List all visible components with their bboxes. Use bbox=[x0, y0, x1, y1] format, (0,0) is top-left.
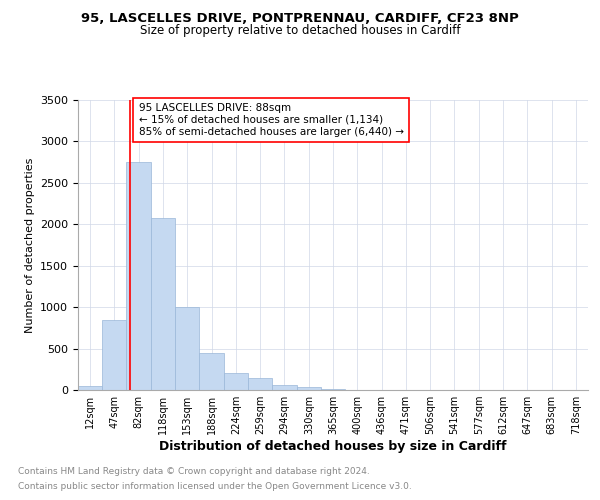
Text: 95 LASCELLES DRIVE: 88sqm
← 15% of detached houses are smaller (1,134)
85% of se: 95 LASCELLES DRIVE: 88sqm ← 15% of detac… bbox=[139, 104, 404, 136]
Text: Contains HM Land Registry data © Crown copyright and database right 2024.: Contains HM Land Registry data © Crown c… bbox=[18, 467, 370, 476]
Y-axis label: Number of detached properties: Number of detached properties bbox=[25, 158, 35, 332]
Bar bbox=[224, 372, 248, 390]
Bar bbox=[102, 320, 126, 390]
Bar bbox=[151, 218, 175, 390]
Text: Contains public sector information licensed under the Open Government Licence v3: Contains public sector information licen… bbox=[18, 482, 412, 491]
Bar bbox=[248, 378, 272, 390]
Bar bbox=[126, 162, 151, 390]
X-axis label: Distribution of detached houses by size in Cardiff: Distribution of detached houses by size … bbox=[159, 440, 507, 453]
Bar bbox=[272, 384, 297, 390]
Bar bbox=[199, 352, 224, 390]
Text: Size of property relative to detached houses in Cardiff: Size of property relative to detached ho… bbox=[140, 24, 460, 37]
Bar bbox=[175, 307, 199, 390]
Bar bbox=[321, 389, 345, 390]
Bar bbox=[297, 387, 321, 390]
Text: 95, LASCELLES DRIVE, PONTPRENNAU, CARDIFF, CF23 8NP: 95, LASCELLES DRIVE, PONTPRENNAU, CARDIF… bbox=[81, 12, 519, 26]
Bar bbox=[78, 386, 102, 390]
